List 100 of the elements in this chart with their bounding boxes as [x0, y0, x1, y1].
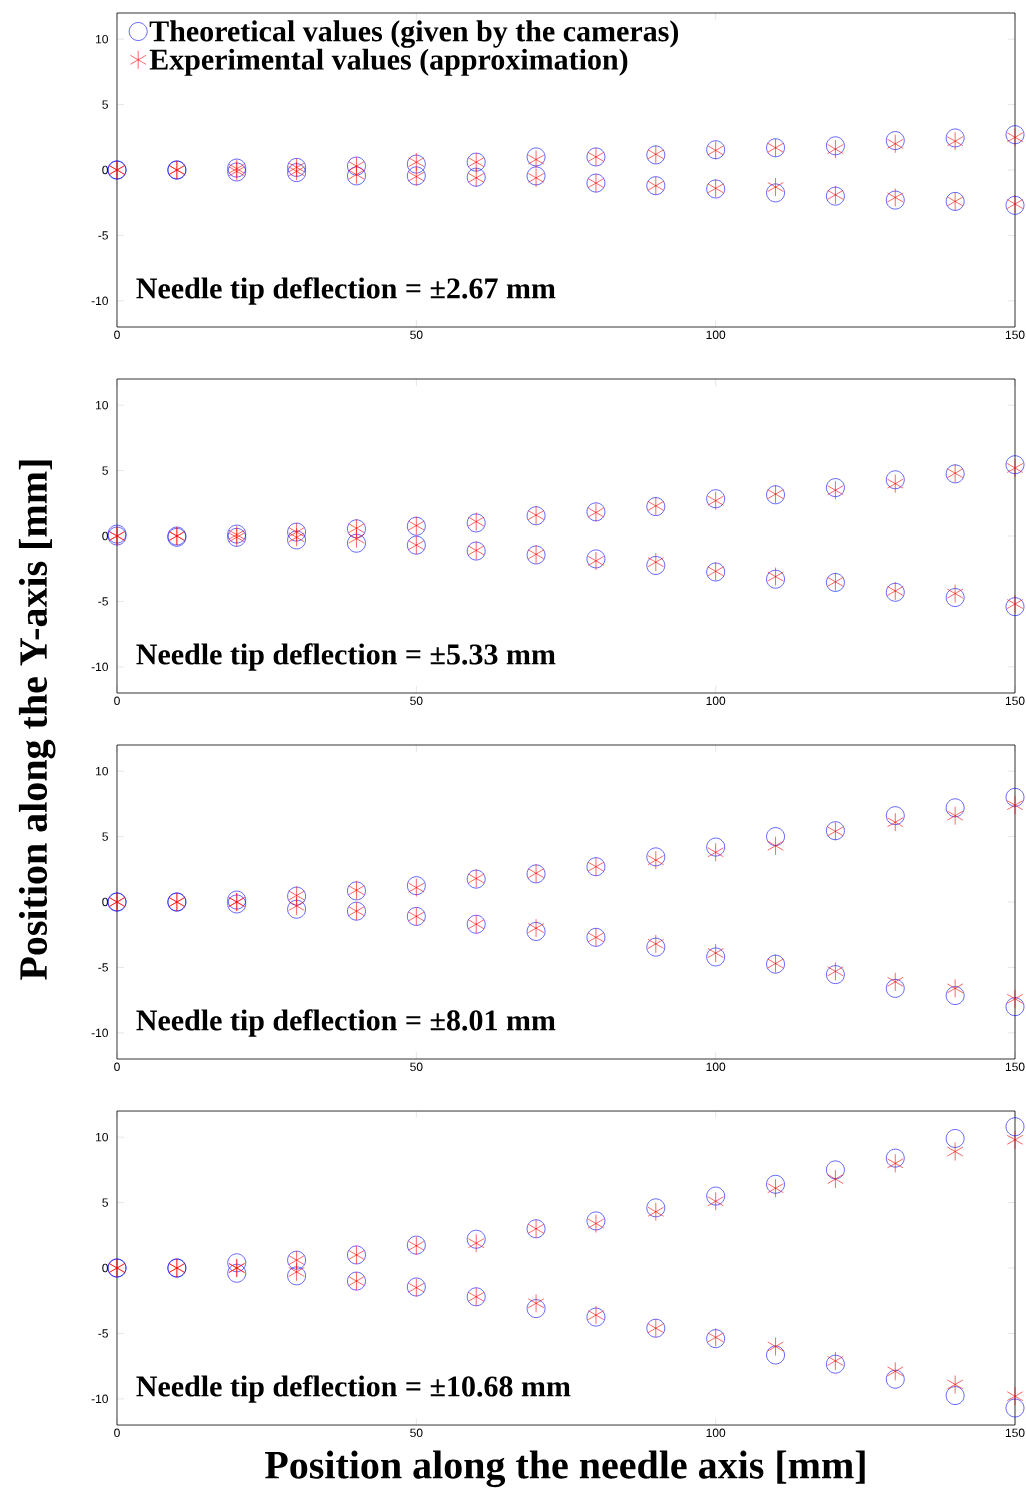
x-tick-label: 50: [410, 1428, 423, 1438]
point: [526, 1299, 546, 1318]
x-tick-label: 0: [114, 330, 120, 340]
point: [766, 1174, 785, 1194]
point: [706, 947, 725, 967]
point: [767, 1337, 784, 1356]
point: [527, 918, 545, 938]
point: [767, 836, 784, 856]
annotation: Needle tip deflection = ±8.01 mm: [136, 1009, 556, 1037]
point: [947, 979, 964, 998]
x-tick-label: 100: [706, 1428, 726, 1438]
point: [947, 1375, 964, 1394]
y-tick-label: 10: [96, 400, 108, 410]
y-tick-label: 0: [102, 165, 108, 175]
point: [767, 177, 784, 197]
y-tick-label: -5: [98, 1329, 108, 1338]
point: [945, 986, 965, 1005]
point: [1005, 788, 1025, 807]
point: [1005, 1398, 1025, 1418]
point: [885, 1148, 905, 1168]
legend-label: Experimental values (approximation): [149, 48, 628, 76]
y-tick-label: 5: [102, 466, 108, 475]
point: [1006, 795, 1024, 815]
point: [826, 1160, 845, 1180]
point: [526, 922, 546, 941]
legend-label: Theoretical values (given by the cameras): [149, 20, 679, 48]
y-tick-label: 5: [102, 832, 108, 841]
x-tick-label: 150: [1005, 1062, 1025, 1072]
point: [706, 837, 725, 857]
point: [227, 1263, 247, 1283]
x-tick-label: 100: [706, 330, 726, 340]
y-tick-label: -10: [91, 662, 108, 672]
x-tick-label: 0: [114, 1428, 120, 1438]
point: [945, 798, 965, 818]
x-tick-label: 0: [114, 696, 120, 706]
annotation: Needle tip deflection = ±2.67 mm: [136, 277, 556, 305]
point: [766, 827, 785, 846]
y-tick-label: -5: [98, 231, 108, 240]
point: [945, 1386, 965, 1405]
y-tick-label: -10: [91, 296, 108, 306]
y-tick-label: 10: [96, 34, 108, 44]
x-tick-label: 100: [706, 1062, 726, 1072]
point: [767, 1178, 784, 1198]
x-tick-label: 50: [410, 1062, 423, 1072]
y-tick-label: -10: [91, 1394, 108, 1404]
point: [947, 1142, 964, 1161]
point: [887, 972, 904, 992]
x-tick-label: 150: [1005, 1428, 1025, 1438]
x-tick-label: 100: [706, 696, 726, 706]
point: [885, 131, 905, 150]
point: [885, 806, 905, 825]
point: [527, 1294, 545, 1313]
y-tick-label: 5: [102, 1198, 108, 1207]
x-tick-label: 0: [114, 1062, 120, 1072]
point: [288, 1262, 305, 1282]
point: [646, 556, 666, 575]
point: [1005, 997, 1025, 1016]
x-axis-title: Position along the needle axis [mm]: [265, 1450, 865, 1488]
point: [885, 1369, 905, 1389]
point: [945, 1129, 965, 1148]
y-tick-label: 10: [96, 766, 108, 776]
point: [1005, 1117, 1025, 1137]
point: [287, 1266, 306, 1286]
y-tick-label: 10: [96, 1132, 108, 1142]
point: [707, 943, 724, 963]
point: [1006, 1130, 1024, 1150]
point: [706, 1186, 725, 1206]
point: [887, 134, 904, 154]
point: [1006, 1386, 1024, 1406]
point: [887, 812, 904, 832]
y-tick-label: 5: [102, 100, 108, 109]
point: [947, 806, 964, 825]
x-tick-label: 150: [1005, 330, 1025, 340]
point: [887, 1362, 904, 1381]
x-tick-label: 50: [410, 330, 423, 340]
point: [887, 1154, 904, 1173]
point: [885, 979, 905, 998]
annotation: Needle tip deflection = ±5.33 mm: [136, 643, 556, 671]
y-tick-label: 0: [102, 1263, 108, 1273]
point: [947, 584, 964, 603]
point: [347, 533, 366, 553]
point: [945, 588, 965, 607]
point: [1006, 989, 1024, 1009]
y-tick-label: -10: [91, 1028, 108, 1038]
point: [348, 529, 365, 548]
annotation: Needle tip deflection = ±10.68 mm: [136, 1375, 571, 1403]
point: [647, 552, 664, 572]
point: [707, 842, 724, 862]
point: [227, 1253, 247, 1273]
y-tick-label: 0: [102, 897, 108, 907]
y-tick-label: -5: [98, 963, 108, 972]
point: [766, 183, 785, 203]
point: [766, 1345, 785, 1365]
y-tick-label: 0: [102, 531, 108, 541]
x-tick-label: 150: [1005, 696, 1025, 706]
point: [707, 1191, 724, 1211]
point: [827, 1169, 844, 1189]
y-axis-title: Position along the Y-axis [mm]: [18, 460, 56, 980]
y-tick-label: -5: [98, 597, 108, 606]
x-tick-label: 50: [410, 696, 423, 706]
